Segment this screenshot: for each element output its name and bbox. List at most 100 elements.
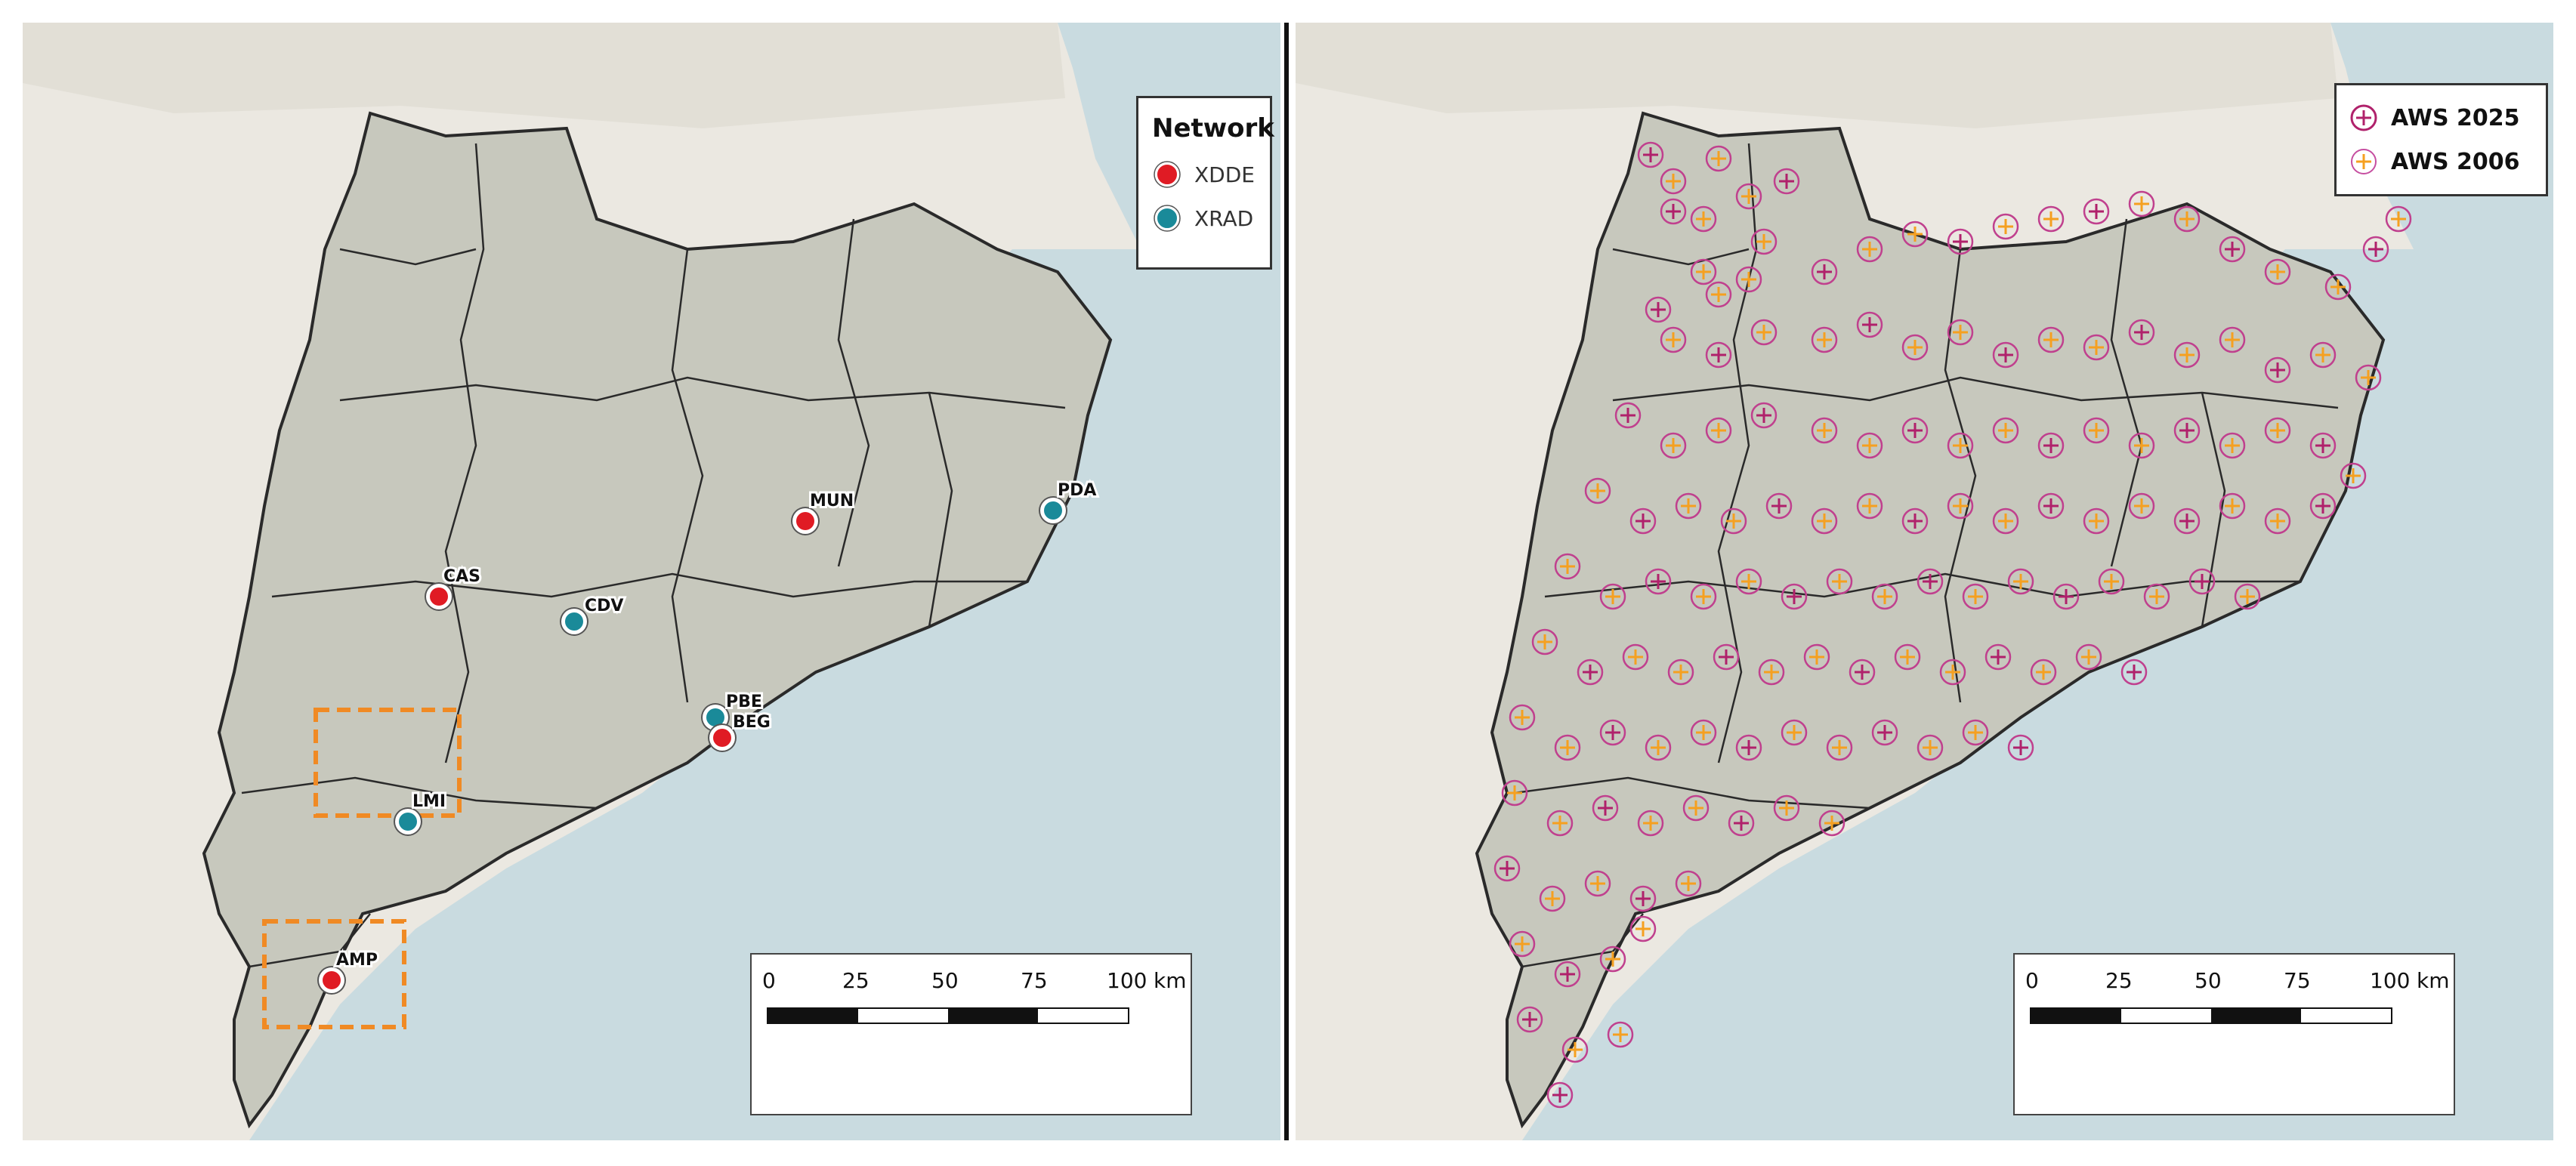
aws-station-marker: [2362, 236, 2389, 263]
aws-station-marker: [2173, 507, 2201, 535]
aws-station-marker: [1705, 417, 1732, 444]
aws-station-marker: [1690, 205, 1717, 233]
site-label-beg: BEG: [733, 713, 771, 732]
aws-station-marker: [1871, 583, 1898, 610]
aws-station-marker: [2075, 643, 2102, 671]
aws-station-marker: [1894, 643, 1921, 671]
aws-station-marker: [1675, 492, 1702, 520]
aws-station-marker: [1592, 794, 1619, 822]
legend-network: Network XDDE XRAD: [1136, 96, 1274, 270]
aws-station-marker: [1645, 296, 1672, 323]
aws-station-marker: [2355, 364, 2382, 391]
aws-station-marker: [1856, 236, 1883, 263]
aws-station-marker: [2083, 417, 2110, 444]
aws-station-marker: [1660, 168, 1687, 195]
aws-station-marker: [1939, 659, 1966, 686]
aws-station-marker: [1690, 583, 1717, 610]
county-borders: [1514, 143, 2339, 968]
aws-station-marker: [2324, 273, 2352, 301]
aws-station-marker: [1690, 719, 1717, 746]
aws-station-marker: [1720, 507, 1747, 535]
site-marker-amp: AMP: [317, 949, 380, 995]
scale-tick-75: 75: [1021, 968, 1048, 993]
aws-2025-marker-icon: [2350, 104, 2377, 131]
scale-tick-25: 25: [2105, 968, 2133, 993]
aws-station-marker: [1682, 794, 1710, 822]
aws-station-marker: [1584, 477, 1611, 504]
aws-station-marker: [2219, 492, 2246, 520]
catalonia-region: [202, 111, 1113, 1129]
aws-station-marker: [2098, 568, 2125, 595]
aws-station-marker: [2188, 568, 2216, 595]
aws-station-marker: [1985, 643, 2012, 671]
aws-station-marker: [2264, 507, 2291, 535]
site-marker-lmi: LMI: [394, 790, 448, 836]
aws-station-marker: [1637, 141, 1664, 168]
aws-station-marker: [1554, 553, 1581, 580]
site-label-mun: MUN: [810, 492, 854, 511]
aws-station-marker: [2037, 432, 2065, 459]
aws-station-marker: [1509, 930, 1536, 958]
aws-station-marker: [2219, 236, 2246, 263]
aws-station-marker: [1728, 810, 1755, 837]
site-label-pbe: PBE: [726, 693, 762, 711]
legend-item-aws-2025: AWS 2025: [2349, 96, 2534, 140]
aws-station-marker: [1599, 945, 1626, 973]
aws-station-marker: [1645, 734, 1672, 761]
site-marker-cas: CAS: [425, 565, 483, 611]
aws-station-marker: [2219, 432, 2246, 459]
aws-station-marker: [2264, 258, 2291, 285]
land-texture: [1296, 23, 2338, 128]
map-right: [1296, 23, 2553, 1140]
aws-station-marker: [1962, 583, 1989, 610]
site-marker-mun: MUN: [791, 489, 856, 535]
aws-station-marker: [1599, 719, 1626, 746]
aws-station-marker: [1660, 198, 1687, 225]
aws-station-marker: [1614, 402, 1642, 429]
site-label-lmi: LMI: [412, 792, 446, 811]
aws-station-marker: [1629, 507, 1657, 535]
legend-title: Network: [1152, 113, 1274, 143]
aws-station-marker: [1811, 507, 1838, 535]
aws-station-marker: [2030, 659, 2057, 686]
aws-station-marker: [1826, 734, 1853, 761]
site-marker-pda: PDA: [1039, 479, 1098, 525]
aws-station-marker: [1917, 734, 1944, 761]
aws-station-marker: [2264, 417, 2291, 444]
legend-item-xdde: XDDE: [1152, 153, 1256, 196]
aws-station-marker: [1622, 643, 1649, 671]
scale-bar-right: 0 25 50 75 100 km: [2013, 953, 2455, 1115]
aws-station-marker: [2219, 326, 2246, 353]
aws-station-marker: [1554, 734, 1581, 761]
aws-station-marker: [1849, 659, 1876, 686]
aws-station-marker: [1561, 1036, 1589, 1063]
scale-unit: km: [2417, 968, 2450, 993]
legend-label-xdde: XDDE: [1194, 162, 1255, 187]
panel-divider: [1284, 23, 1289, 1140]
aws-station-marker: [1947, 228, 1974, 255]
catalonia-region: [1475, 111, 2386, 1129]
aws-station-marker: [2143, 583, 2170, 610]
aws-station-marker: [1660, 326, 1687, 353]
aws-station-marker: [1826, 568, 1853, 595]
aws-station-marker: [1773, 794, 1800, 822]
aws-station-marker: [2264, 356, 2291, 384]
scale-tick-100: 100: [2370, 968, 2411, 993]
aws-station-marker: [2037, 205, 2065, 233]
aws-station-marker: [1811, 258, 1838, 285]
highlight-box-lmi: [314, 708, 462, 818]
aws-station-marker: [2309, 432, 2337, 459]
aws-station-marker: [1962, 719, 1989, 746]
scale-unit: km: [1154, 968, 1187, 993]
xrad-marker-icon: [1154, 205, 1181, 232]
aws-station-marker: [1750, 228, 1778, 255]
map-panel-aws: AWS 2025 AWS 2006 0 25 50 75 100 km: [1296, 23, 2553, 1140]
scale-tick-100: 100: [1107, 968, 1147, 993]
aws-station-marker: [1667, 659, 1694, 686]
aws-station-marker: [1539, 885, 1566, 912]
aws-station-marker: [1705, 281, 1732, 308]
legend-aws: AWS 2025 AWS 2006: [2334, 83, 2548, 196]
aws-station-marker: [1493, 855, 1521, 882]
scale-tick-0: 0: [2025, 968, 2039, 993]
sites-layer: MUN PDA CAS CDV PBE BEG LMI AMP: [317, 479, 1098, 995]
